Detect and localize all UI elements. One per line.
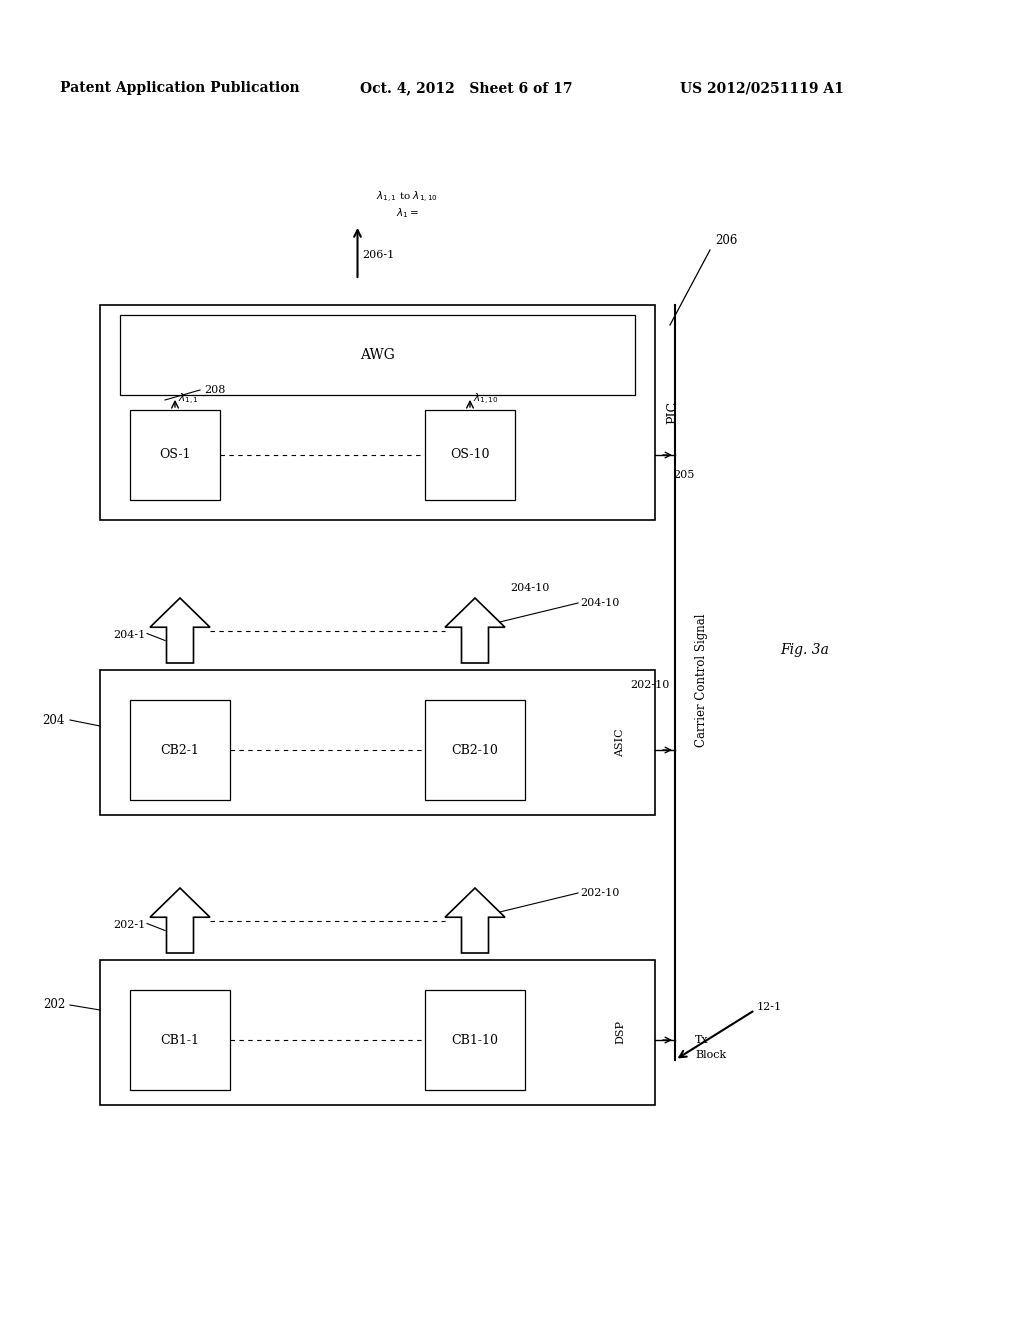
Bar	[100, 960, 655, 1105]
Text: US 2012/0251119 A1: US 2012/0251119 A1	[680, 81, 844, 95]
Text: ASIC: ASIC	[615, 729, 625, 756]
Polygon shape	[150, 598, 210, 663]
Text: DSP: DSP	[615, 1020, 625, 1044]
Text: Block: Block	[695, 1049, 726, 1060]
Bar	[425, 990, 525, 1090]
Text: Oct. 4, 2012   Sheet 6 of 17: Oct. 4, 2012 Sheet 6 of 17	[360, 81, 572, 95]
Text: 202: 202	[43, 998, 65, 1011]
Bar	[120, 315, 635, 395]
Bar	[130, 411, 220, 500]
Text: PIC: PIC	[667, 401, 680, 424]
Text: Patent Application Publication: Patent Application Publication	[60, 81, 300, 95]
Text: 202-10: 202-10	[631, 680, 670, 690]
Polygon shape	[445, 598, 505, 663]
Text: $\lambda_1 =$: $\lambda_1 =$	[396, 206, 419, 220]
Text: Tx: Tx	[695, 1035, 709, 1045]
Text: Fig. 3a: Fig. 3a	[780, 643, 828, 657]
Text: AWG: AWG	[360, 348, 395, 362]
Bar	[425, 411, 515, 500]
Text: 202-10: 202-10	[580, 888, 620, 898]
Text: CB1-1: CB1-1	[161, 1034, 200, 1047]
Text: 206: 206	[715, 234, 737, 247]
Text: CB2-10: CB2-10	[452, 743, 499, 756]
Text: CB1-10: CB1-10	[452, 1034, 499, 1047]
Bar	[130, 700, 230, 800]
Text: 204-1: 204-1	[113, 631, 145, 640]
Bar	[425, 700, 525, 800]
Bar	[100, 671, 655, 814]
Text: 206-1: 206-1	[362, 249, 394, 260]
Text: 204-10: 204-10	[580, 598, 620, 609]
Bar	[100, 305, 655, 520]
Text: $\lambda_{1,10}$: $\lambda_{1,10}$	[473, 392, 499, 407]
Text: 204-10: 204-10	[510, 583, 549, 593]
Text: OS-1: OS-1	[160, 449, 190, 462]
Text: CB2-1: CB2-1	[161, 743, 200, 756]
Text: 205: 205	[673, 470, 694, 480]
Text: 202-1: 202-1	[113, 920, 145, 931]
Polygon shape	[445, 888, 505, 953]
Text: $\lambda_{1,1}$ to $\lambda_{1,10}$: $\lambda_{1,1}$ to $\lambda_{1,10}$	[377, 190, 438, 205]
Text: 12-1: 12-1	[757, 1002, 782, 1012]
Polygon shape	[150, 888, 210, 953]
Text: $\lambda_{1,1}$: $\lambda_{1,1}$	[178, 392, 199, 407]
Text: 204: 204	[43, 714, 65, 726]
Text: OS-10: OS-10	[451, 449, 489, 462]
Bar	[130, 990, 230, 1090]
Text: 208: 208	[204, 385, 225, 395]
Text: Carrier Control Signal: Carrier Control Signal	[695, 614, 708, 747]
